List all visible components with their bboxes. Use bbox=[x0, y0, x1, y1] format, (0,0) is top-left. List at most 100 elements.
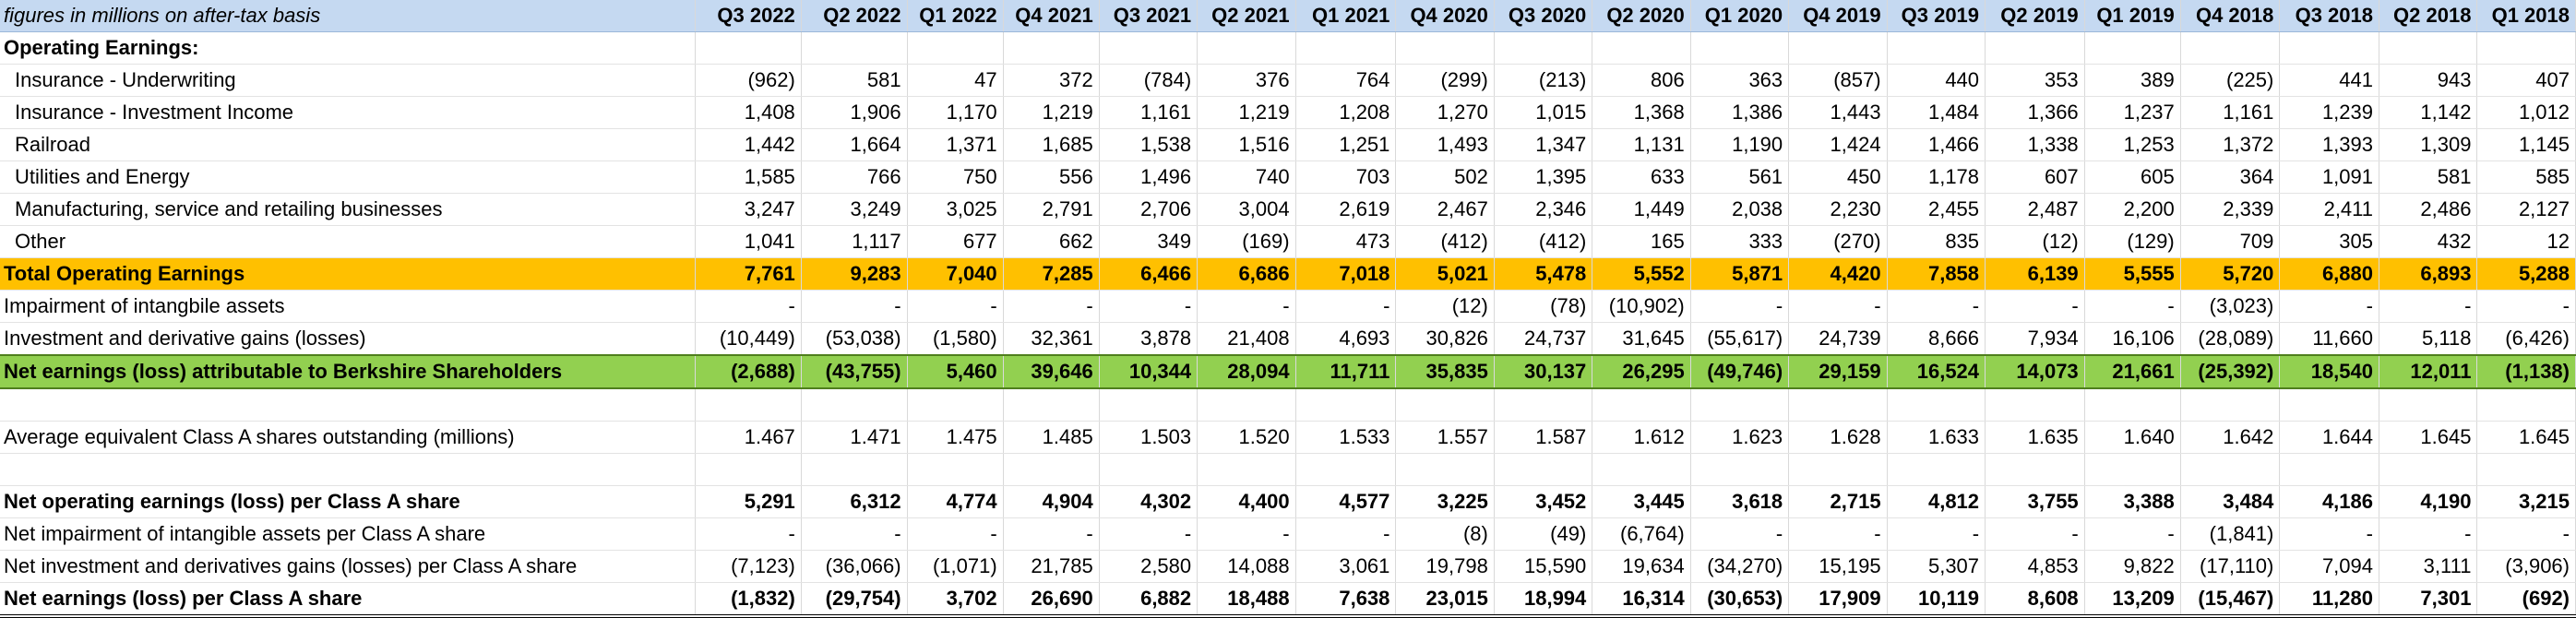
table-cell[interactable]: 5,288 bbox=[2476, 257, 2576, 291]
table-cell[interactable]: 3,004 bbox=[1197, 193, 1296, 226]
table-cell[interactable]: 3,025 bbox=[907, 193, 1004, 226]
table-cell[interactable]: (1,138) bbox=[2476, 354, 2576, 389]
row-label[interactable]: Utilities and Energy bbox=[0, 160, 696, 194]
table-cell[interactable]: (29,754) bbox=[801, 582, 908, 618]
table-cell[interactable] bbox=[1788, 388, 1888, 422]
table-cell[interactable]: 4,577 bbox=[1295, 485, 1397, 518]
table-cell[interactable]: 5,720 bbox=[2180, 257, 2281, 291]
table-cell[interactable]: 2,619 bbox=[1295, 193, 1397, 226]
column-header[interactable]: Q3 2021 bbox=[1099, 0, 1199, 32]
table-cell[interactable]: 7,934 bbox=[1985, 322, 2085, 356]
table-cell[interactable]: 1,538 bbox=[1099, 128, 1199, 161]
table-cell[interactable]: - bbox=[1197, 290, 1296, 323]
table-cell[interactable]: 1.467 bbox=[695, 421, 802, 454]
table-cell[interactable]: 750 bbox=[907, 160, 1004, 194]
table-cell[interactable]: 7,638 bbox=[1295, 582, 1397, 618]
table-cell[interactable]: 14,088 bbox=[1197, 550, 1296, 583]
column-header[interactable]: Q2 2019 bbox=[1985, 0, 2085, 32]
row-label[interactable]: Insurance - Investment Income bbox=[0, 96, 696, 129]
table-cell[interactable]: 5,118 bbox=[2379, 322, 2478, 356]
table-cell[interactable] bbox=[2084, 453, 2181, 486]
table-cell[interactable]: (10,449) bbox=[695, 322, 802, 356]
table-cell[interactable]: 5,478 bbox=[1494, 257, 1593, 291]
table-cell[interactable]: 2,230 bbox=[1788, 193, 1888, 226]
table-cell[interactable]: 21,785 bbox=[1003, 550, 1100, 583]
column-header[interactable]: Q3 2018 bbox=[2279, 0, 2379, 32]
table-cell[interactable] bbox=[1690, 31, 1790, 65]
table-cell[interactable]: 677 bbox=[907, 225, 1004, 258]
table-cell[interactable] bbox=[1690, 388, 1790, 422]
table-cell[interactable]: - bbox=[1690, 290, 1790, 323]
row-label[interactable]: Impairment of intangbile assets bbox=[0, 290, 696, 323]
row-label[interactable]: Investment and derivative gains (losses) bbox=[0, 322, 696, 356]
table-cell[interactable]: 441 bbox=[2279, 64, 2379, 97]
table-cell[interactable]: 3,061 bbox=[1295, 550, 1397, 583]
table-cell[interactable]: 7,761 bbox=[695, 257, 802, 291]
table-cell[interactable] bbox=[1395, 31, 1495, 65]
table-cell[interactable] bbox=[2279, 388, 2379, 422]
table-cell[interactable]: - bbox=[801, 290, 908, 323]
table-cell[interactable] bbox=[1003, 453, 1100, 486]
table-cell[interactable] bbox=[2476, 388, 2576, 422]
table-cell[interactable]: 1,395 bbox=[1494, 160, 1593, 194]
table-cell[interactable]: (1,580) bbox=[907, 322, 1004, 356]
table-cell[interactable]: 7,301 bbox=[2379, 582, 2478, 618]
table-cell[interactable]: 605 bbox=[2084, 160, 2181, 194]
table-cell[interactable]: 15,590 bbox=[1494, 550, 1593, 583]
table-cell[interactable]: 1.645 bbox=[2379, 421, 2478, 454]
table-cell[interactable] bbox=[907, 453, 1004, 486]
table-cell[interactable]: 47 bbox=[907, 64, 1004, 97]
table-cell[interactable] bbox=[2084, 388, 2181, 422]
table-cell[interactable]: 8,608 bbox=[1985, 582, 2085, 618]
table-cell[interactable] bbox=[2476, 31, 2576, 65]
table-cell[interactable]: 1,219 bbox=[1003, 96, 1100, 129]
table-cell[interactable]: (129) bbox=[2084, 225, 2181, 258]
table-cell[interactable]: 29,159 bbox=[1788, 354, 1888, 389]
table-cell[interactable]: 764 bbox=[1295, 64, 1397, 97]
table-cell[interactable]: 2,339 bbox=[2180, 193, 2281, 226]
table-cell[interactable] bbox=[1197, 388, 1296, 422]
table-cell[interactable] bbox=[1197, 31, 1296, 65]
table-cell[interactable] bbox=[1887, 453, 1986, 486]
column-header[interactable]: Q1 2020 bbox=[1690, 0, 1790, 32]
table-cell[interactable]: - bbox=[1788, 290, 1888, 323]
table-cell[interactable]: (6,764) bbox=[1592, 517, 1691, 551]
table-cell[interactable]: 1,145 bbox=[2476, 128, 2576, 161]
table-cell[interactable]: 11,280 bbox=[2279, 582, 2379, 618]
table-cell[interactable]: 662 bbox=[1003, 225, 1100, 258]
table-cell[interactable]: 1,170 bbox=[907, 96, 1004, 129]
table-cell[interactable]: - bbox=[695, 290, 802, 323]
table-cell[interactable]: 1,368 bbox=[1592, 96, 1691, 129]
table-cell[interactable]: 1,484 bbox=[1887, 96, 1986, 129]
table-cell[interactable]: 28,094 bbox=[1197, 354, 1296, 389]
table-cell[interactable]: 1,664 bbox=[801, 128, 908, 161]
table-cell[interactable]: 6,893 bbox=[2379, 257, 2478, 291]
table-cell[interactable] bbox=[2279, 31, 2379, 65]
table-cell[interactable] bbox=[695, 453, 802, 486]
table-cell[interactable]: 2,715 bbox=[1788, 485, 1888, 518]
table-cell[interactable]: 6,139 bbox=[1985, 257, 2085, 291]
column-header[interactable]: Q3 2019 bbox=[1887, 0, 1986, 32]
table-cell[interactable]: 1,178 bbox=[1887, 160, 1986, 194]
column-header[interactable]: Q3 2022 bbox=[695, 0, 802, 32]
table-cell[interactable]: 30,826 bbox=[1395, 322, 1495, 356]
table-cell[interactable]: (17,110) bbox=[2180, 550, 2281, 583]
table-cell[interactable]: 1,393 bbox=[2279, 128, 2379, 161]
table-cell[interactable]: 5,021 bbox=[1395, 257, 1495, 291]
table-cell[interactable]: 585 bbox=[2476, 160, 2576, 194]
table-cell[interactable]: 2,200 bbox=[2084, 193, 2181, 226]
table-cell[interactable]: 165 bbox=[1592, 225, 1691, 258]
table-cell[interactable] bbox=[801, 31, 908, 65]
table-cell[interactable]: 1,424 bbox=[1788, 128, 1888, 161]
table-cell[interactable]: 6,880 bbox=[2279, 257, 2379, 291]
table-cell[interactable]: 9,822 bbox=[2084, 550, 2181, 583]
table-cell[interactable]: (12) bbox=[1985, 225, 2085, 258]
table-cell[interactable] bbox=[1887, 31, 1986, 65]
table-cell[interactable]: 432 bbox=[2379, 225, 2478, 258]
table-cell[interactable]: 1,012 bbox=[2476, 96, 2576, 129]
column-header[interactable]: Q4 2020 bbox=[1395, 0, 1495, 32]
table-cell[interactable]: (43,755) bbox=[801, 354, 908, 389]
column-header[interactable]: Q1 2021 bbox=[1295, 0, 1397, 32]
table-cell[interactable]: 32,361 bbox=[1003, 322, 1100, 356]
table-cell[interactable]: 13,209 bbox=[2084, 582, 2181, 618]
